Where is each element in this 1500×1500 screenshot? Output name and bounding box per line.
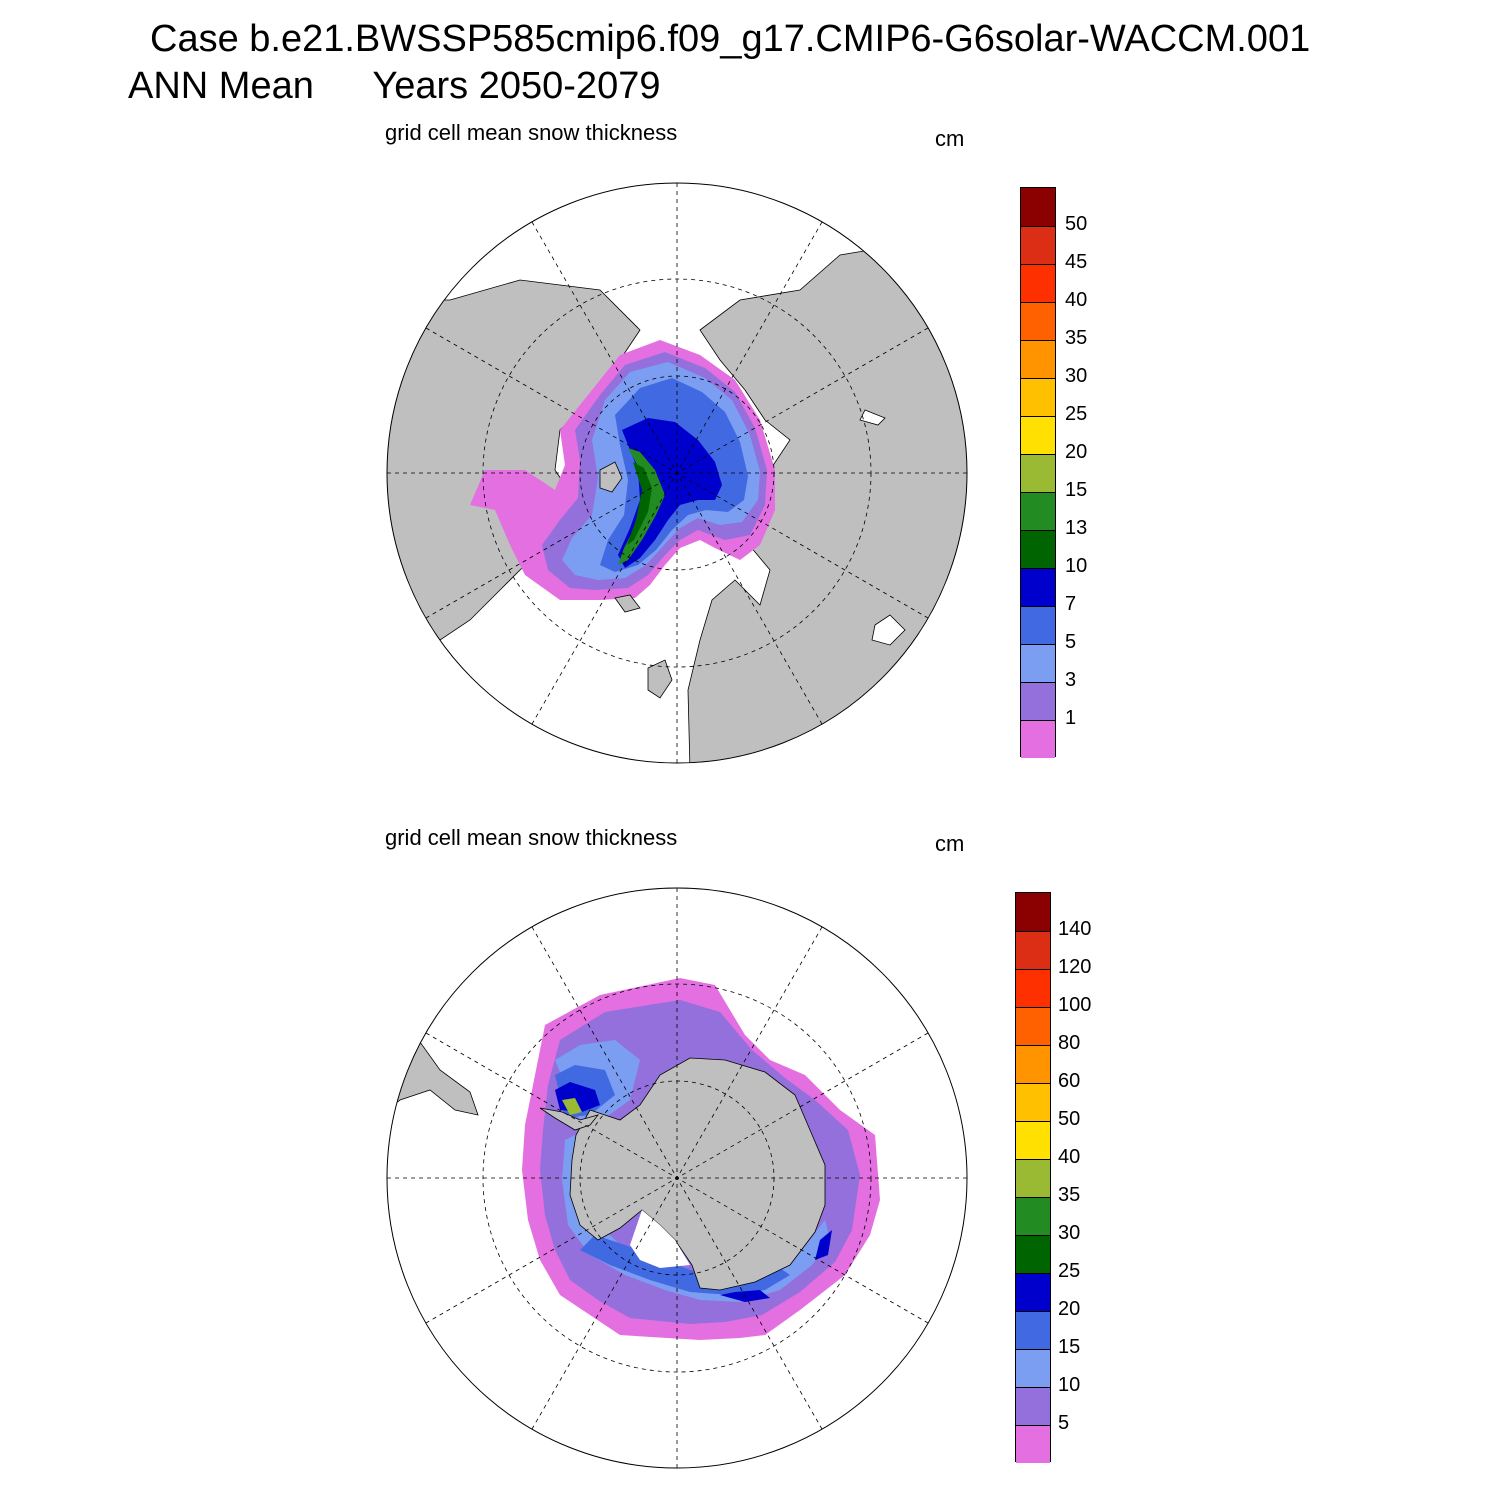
colorbar-swatch: [1021, 606, 1055, 644]
colorbar-swatch: [1016, 969, 1050, 1007]
colorbar-swatch: [1021, 416, 1055, 454]
colorbar-swatch: [1021, 302, 1055, 340]
period-title: ANN Mean Years 2050-2079: [128, 65, 660, 108]
colorbar-swatch: [1016, 1349, 1050, 1387]
colorbar-tick-label: 50: [1065, 213, 1088, 235]
colorbar-swatch: [1021, 568, 1055, 606]
colorbar-tick-label: 20: [1065, 441, 1088, 463]
colorbar-swatch: [1016, 1197, 1050, 1235]
colorbar-tick-label: 20: [1058, 1298, 1081, 1320]
colorbar-swatch: [1021, 644, 1055, 682]
colorbar-tick-label: 10: [1058, 1374, 1081, 1396]
colorbar-swatch: [1021, 530, 1055, 568]
colorbar-tick-label: 15: [1058, 1336, 1081, 1358]
colorbar-tick-label: 13: [1065, 517, 1088, 539]
colorbar-tick-label: 80: [1058, 1032, 1081, 1054]
north-colorbar: [1020, 187, 1056, 758]
period-label: ANN Mean: [128, 65, 314, 107]
colorbar-tick-label: 35: [1058, 1184, 1081, 1206]
south-colorbar: [1015, 892, 1051, 1463]
north-eurasia-land: [687, 249, 967, 763]
south-polar-map: [387, 888, 967, 1468]
colorbar-tick-label: 15: [1065, 479, 1088, 501]
colorbar-swatch: [1016, 1311, 1050, 1349]
colorbar-swatch: [1016, 931, 1050, 969]
colorbar-tick-label: 3: [1065, 669, 1077, 691]
colorbar-swatch: [1021, 226, 1055, 264]
colorbar-swatch: [1016, 1387, 1050, 1425]
colorbar-tick-label: 7: [1065, 593, 1077, 615]
case-title: Case b.e21.BWSSP585cmip6.f09_g17.CMIP6-G…: [150, 18, 1311, 60]
colorbar-swatch: [1021, 492, 1055, 530]
north-polar-map: [387, 183, 967, 763]
colorbar-tick-label: 5: [1065, 631, 1077, 653]
colorbar-swatch: [1016, 1159, 1050, 1197]
colorbar-swatch: [1016, 1045, 1050, 1083]
colorbar-tick-label: 5: [1058, 1412, 1070, 1434]
south-panel-title: grid cell mean snow thickness: [385, 825, 678, 850]
south-units-label: cm: [935, 831, 965, 856]
colorbar-tick-label: 40: [1065, 289, 1088, 311]
colorbar-swatch: [1021, 682, 1055, 720]
colorbar-swatch: [1021, 378, 1055, 416]
north-america-land: [387, 279, 641, 651]
colorbar-tick-label: 60: [1058, 1070, 1081, 1092]
north-thick-ice-band: [618, 448, 665, 565]
colorbar-tick-label: 50: [1058, 1108, 1081, 1130]
colorbar-swatch: [1016, 1121, 1050, 1159]
colorbar-swatch: [1016, 1425, 1050, 1463]
colorbar-swatch: [1016, 1083, 1050, 1121]
north-units-label: cm: [935, 126, 965, 151]
colorbar-swatch: [1021, 264, 1055, 302]
colorbar-tick-label: 45: [1065, 251, 1088, 273]
colorbar-swatch: [1016, 1273, 1050, 1311]
colorbar-tick-label: 30: [1065, 365, 1088, 387]
colorbar-tick-label: 25: [1058, 1260, 1081, 1282]
colorbar-tick-label: 100: [1058, 994, 1092, 1016]
colorbar-tick-label: 10: [1065, 555, 1088, 577]
colorbar-swatch: [1021, 340, 1055, 378]
colorbar-tick-label: 1: [1065, 707, 1077, 729]
north-map-border: [386, 182, 968, 764]
colorbar-swatch: [1021, 188, 1055, 226]
colorbar-tick-label: 140: [1058, 918, 1092, 940]
colorbar-tick-label: 35: [1065, 327, 1088, 349]
colorbar-swatch: [1016, 1235, 1050, 1273]
colorbar-swatch: [1016, 1007, 1050, 1045]
colorbar-tick-label: 120: [1058, 956, 1092, 978]
north-panel-title: grid cell mean snow thickness: [385, 120, 678, 145]
colorbar-swatch: [1021, 454, 1055, 492]
colorbar-tick-label: 30: [1058, 1222, 1081, 1244]
antarctica-land: [569, 1057, 826, 1291]
colorbar-tick-label: 40: [1058, 1146, 1081, 1168]
south-map-border: [386, 887, 968, 1469]
colorbar-swatch: [1016, 893, 1050, 931]
colorbar-swatch: [1021, 720, 1055, 758]
colorbar-tick-label: 25: [1065, 403, 1088, 425]
years-label: Years 2050-2079: [372, 65, 661, 107]
